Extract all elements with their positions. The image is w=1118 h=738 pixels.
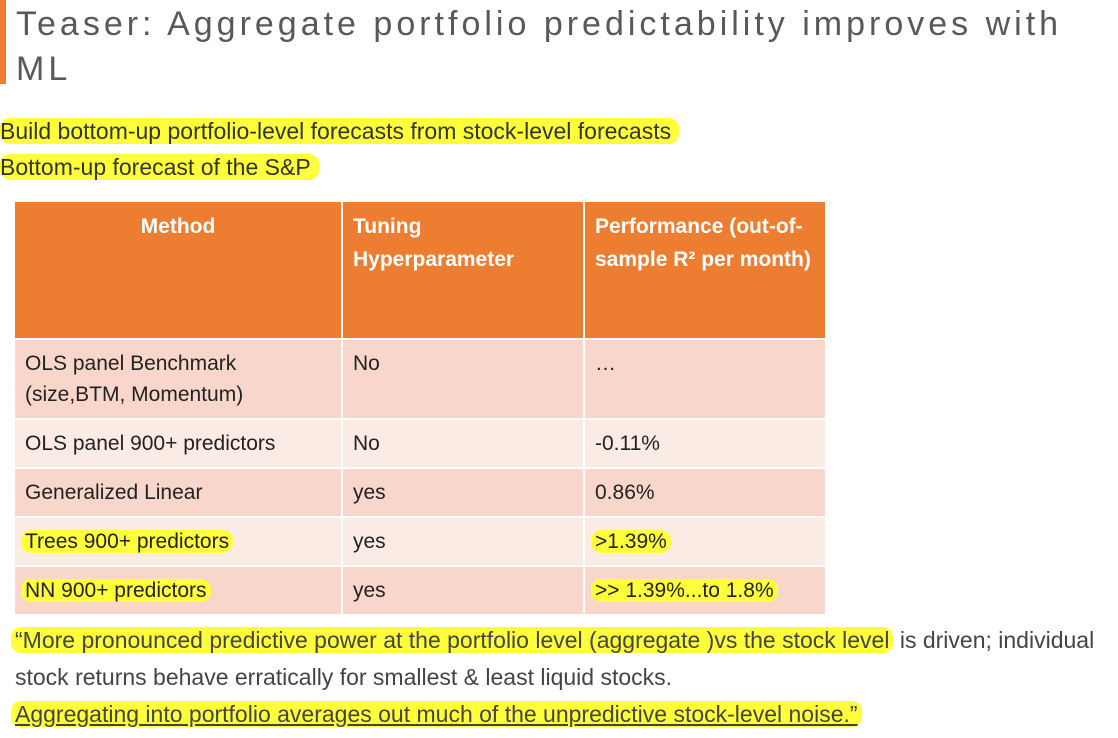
bullet-text: Bottom-up forecast of the S&P	[0, 154, 319, 180]
cell: OLS panel 900+ predictors	[15, 420, 341, 467]
cell: 0.86%	[585, 469, 825, 516]
slide-title: Teaser: Aggregate portfolio predictabili…	[16, 5, 1063, 88]
bullet-text: Build bottom-up portfolio-level forecast…	[0, 118, 680, 144]
accent-bar	[0, 0, 6, 84]
cell: >1.39%	[585, 518, 825, 565]
row: Trees 900+ predictors yes >1.39%	[15, 518, 825, 565]
bullet: Build bottom-up portfolio-level forecast…	[0, 118, 680, 145]
bullet: Bottom-up forecast of the S&P	[0, 154, 319, 181]
row: OLS panel 900+ predictors No -0.11%	[15, 420, 825, 467]
cell-text: >1.39%	[591, 530, 671, 553]
cell: NN 900+ predictors	[15, 567, 341, 614]
cell-text: NN 900+ predictors	[21, 579, 211, 602]
cell: Trees 900+ predictors	[15, 518, 341, 565]
quote-text: Aggregating into portfolio averages out …	[11, 701, 862, 727]
row: OLS panel Benchmark (size,BTM, Momentum)…	[15, 340, 825, 418]
cell: yes	[343, 469, 583, 516]
row: NN 900+ predictors yes >> 1.39%...to 1.8…	[15, 567, 825, 614]
row: Generalized Linear yes 0.86%	[15, 469, 825, 516]
cell: -0.11%	[585, 420, 825, 467]
cell: No	[343, 420, 583, 467]
cell: >> 1.39%...to 1.8%	[585, 567, 825, 614]
cell: yes	[343, 567, 583, 614]
column-header: Performance (out-of-sample R² per month)	[585, 202, 825, 338]
cell-text: Trees 900+ predictors	[21, 530, 234, 553]
quote: “More pronounced predictive power at the…	[11, 622, 1115, 733]
cell: yes	[343, 518, 583, 565]
results-table: Method Tuning Hyperparameter Performance…	[13, 200, 827, 616]
cell: No	[343, 340, 583, 418]
column-header: Method	[15, 202, 341, 338]
quote-text: “More pronounced predictive power at the…	[11, 627, 894, 653]
column-header: Tuning Hyperparameter	[343, 202, 583, 338]
cell: Generalized Linear	[15, 469, 341, 516]
header-row: Method Tuning Hyperparameter Performance…	[15, 202, 825, 338]
cell: OLS panel Benchmark (size,BTM, Momentum)	[15, 340, 341, 418]
cell-text: >> 1.39%...to 1.8%	[591, 579, 778, 602]
cell: …	[585, 340, 825, 418]
quote-text: is driven; individual stock returns beha…	[15, 627, 1095, 690]
